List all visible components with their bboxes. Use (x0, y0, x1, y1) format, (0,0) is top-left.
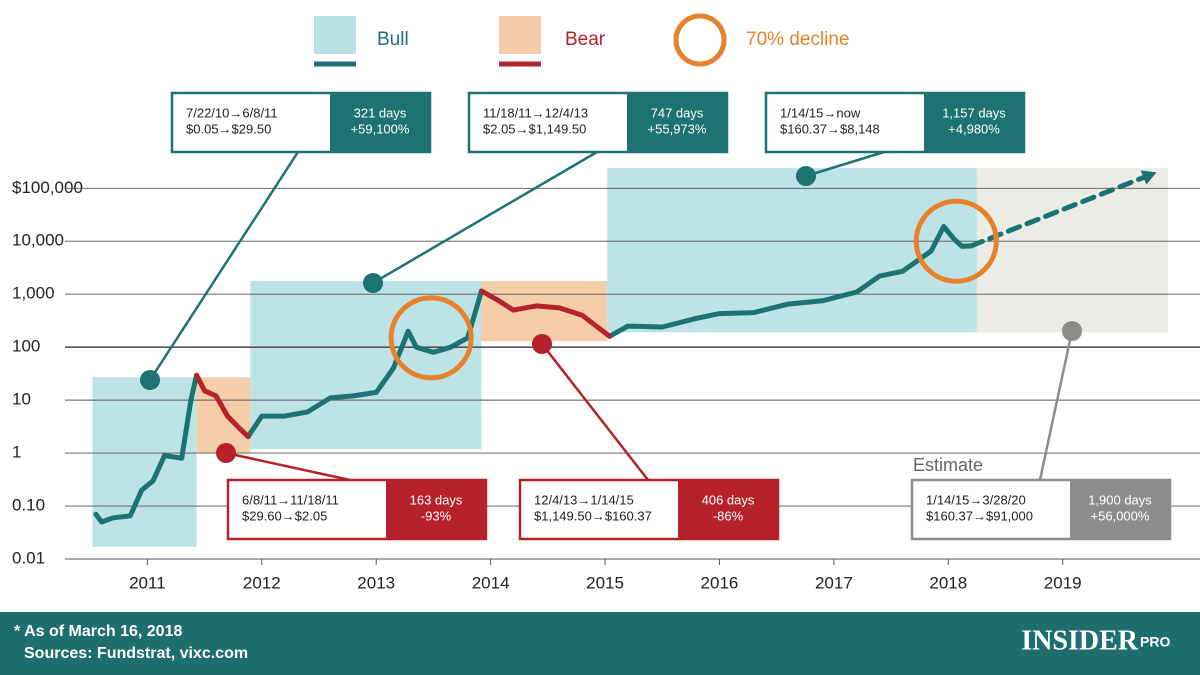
legend-swatch (314, 16, 356, 54)
pointer-dot (1062, 321, 1082, 341)
y-tick-label: 0.01 (12, 548, 45, 567)
y-tick-label: $100,000 (12, 178, 83, 197)
pointer (148, 151, 300, 381)
pointer-dot (363, 273, 383, 293)
x-tick-label: 2015 (586, 573, 624, 592)
annotation-prices: $0.05→$29.50 (186, 121, 271, 136)
x-tick-label: 2013 (357, 573, 395, 592)
annotation-change: +55,973% (648, 121, 707, 136)
annotation-change: +59,100% (351, 121, 410, 136)
y-tick-label: 100 (12, 337, 40, 356)
region (976, 168, 1168, 333)
y-tick-label: 0.10 (12, 496, 45, 515)
legend-label: Bear (565, 29, 606, 50)
x-tick-label: 2014 (472, 573, 510, 592)
y-tick-label: 1 (12, 443, 21, 462)
annotation-dark (386, 480, 486, 539)
legend-circle (673, 13, 727, 67)
legend-swatch (499, 16, 541, 54)
annotation-prices: $160.37→$8,148 (780, 121, 880, 136)
region (607, 168, 977, 333)
sources: Sources: Fundstrat, vixc.com (24, 645, 248, 662)
price-line (93, 224, 974, 525)
pointer (372, 150, 598, 285)
legend: Bull Bear 70% decline (314, 13, 850, 67)
annotation-dark (1070, 480, 1170, 539)
annotation-change: +4,980% (948, 121, 1000, 136)
annotation-prices: $160.37→$91,000 (926, 508, 1033, 523)
annotation-change: +56,000% (1091, 508, 1150, 523)
annotation-dates: 1/14/15→now (780, 105, 861, 120)
x-tick-label: 2019 (1044, 573, 1082, 592)
annotation-days: 406 days (702, 492, 755, 507)
annotation-prices: $2.05→$1,149.50 (483, 121, 586, 136)
annotation-days: 1,900 days (1088, 492, 1152, 507)
annotation-dates: 1/14/15→3/28/20 (926, 492, 1026, 507)
y-tick-label: 1,000 (12, 284, 55, 303)
y-tick-label: 10 (12, 390, 31, 409)
annotation-dates: 11/18/11→12/4/13 (483, 105, 588, 120)
annotation-days: 321 days (354, 105, 407, 120)
annotation-dark (627, 93, 727, 152)
annotation-dates: 6/8/11→11/18/11 (242, 492, 339, 507)
region (481, 280, 608, 342)
annotation-dark (678, 480, 778, 539)
x-tick-label: 2016 (701, 573, 739, 592)
arrow-head (1140, 170, 1157, 185)
price-line (968, 169, 1159, 249)
pointer-dot (532, 334, 552, 354)
annotation-days: 163 days (410, 492, 463, 507)
region (250, 280, 482, 449)
x-tick-label: 2018 (929, 573, 967, 592)
pointer-dot (796, 166, 816, 186)
annotation-change: -86% (713, 508, 744, 523)
pointer-dot (140, 370, 160, 390)
decline-circle (913, 198, 999, 284)
price-line (194, 288, 613, 440)
x-tick-label: 2017 (815, 573, 853, 592)
legend-label: 70% decline (746, 29, 850, 50)
decline-circle (388, 295, 474, 381)
brand: INSIDER (1021, 625, 1138, 656)
footer-bar (0, 612, 1200, 675)
brand-suffix: PRO (1140, 634, 1170, 650)
pointer (805, 150, 885, 178)
annotation-prices: $29.60→$2.05 (242, 508, 327, 523)
annotation-prices: $1,149.50→$160.37 (534, 508, 652, 523)
pointer (225, 451, 351, 482)
footnote: * As of March 16, 2018 (14, 623, 182, 640)
estimate-label: Estimate (913, 455, 983, 475)
annotation-days: 1,157 days (942, 105, 1006, 120)
pointer (541, 343, 649, 481)
annotation-change: -93% (421, 508, 452, 523)
pointer (1038, 330, 1074, 481)
y-tick-label: 10,000 (12, 231, 64, 250)
x-tick-label: 2012 (243, 573, 281, 592)
annotation-dark (330, 93, 430, 152)
annotation-days: 747 days (651, 105, 704, 120)
legend-label: Bull (377, 29, 409, 50)
x-tick-label: 2011 (129, 573, 166, 592)
annotation-dates: 12/4/13→1/14/15 (534, 492, 634, 507)
pointer-dot (216, 443, 236, 463)
annotation-dates: 7/22/10→6/8/11 (186, 105, 278, 120)
annotation-dark (924, 93, 1024, 152)
